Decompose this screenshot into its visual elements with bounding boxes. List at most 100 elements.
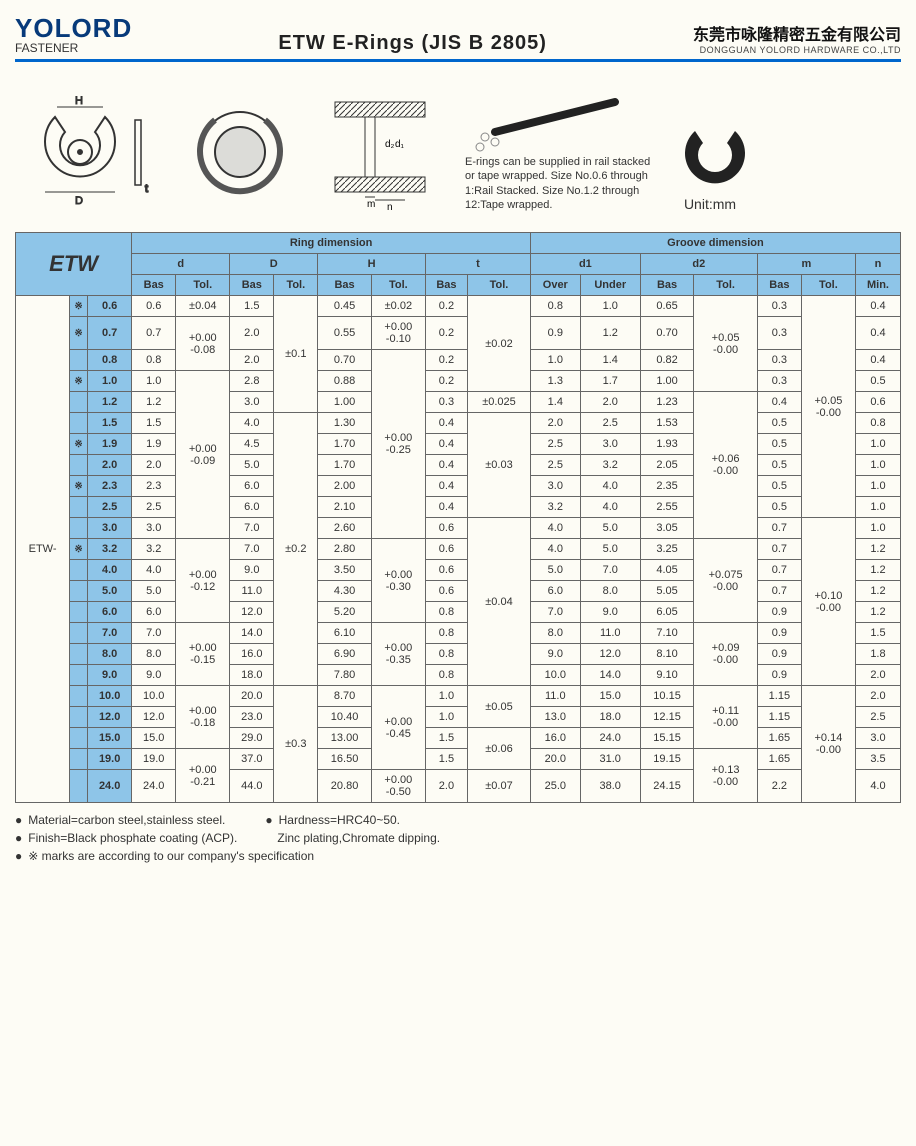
cell-D_bas: 37.0 xyxy=(230,749,274,770)
cell-d1_over: 1.4 xyxy=(530,392,580,413)
cell-d2_tol: +0.06 -0.00 xyxy=(694,392,758,539)
cell-d2_bas: 12.15 xyxy=(640,707,694,728)
cell-t_bas: 1.0 xyxy=(425,707,467,728)
cell-d1_over: 6.0 xyxy=(530,581,580,602)
cell-d_bas: 19.0 xyxy=(132,749,176,770)
col-t: t xyxy=(425,254,530,275)
cell-d1_under: 1.0 xyxy=(580,296,640,317)
cell-D_bas: 7.0 xyxy=(230,539,274,560)
cell-d1_under: 2.5 xyxy=(580,413,640,434)
cell-H_bas: 1.70 xyxy=(318,455,372,476)
cell-d_bas: 0.7 xyxy=(132,317,176,350)
cell-d_tol: +0.00 -0.12 xyxy=(176,539,230,623)
mark-cell: ※ xyxy=(70,434,88,455)
svg-text:H: H xyxy=(75,95,83,107)
table-row: 15.015.029.013.001.5±0.0616.024.015.151.… xyxy=(16,728,901,749)
col-n: n xyxy=(855,254,900,275)
cell-d2_bas: 1.23 xyxy=(640,392,694,413)
size-cell: 1.5 xyxy=(88,413,132,434)
cell-d_bas: 2.3 xyxy=(132,476,176,497)
cell-t_tol: ±0.025 xyxy=(468,392,531,413)
cell-d1_under: 8.0 xyxy=(580,581,640,602)
cell-d1_under: 38.0 xyxy=(580,770,640,803)
size-cell: 0.8 xyxy=(88,350,132,371)
cell-H_tol: +0.00 -0.45 xyxy=(371,686,425,770)
sub-under: Under xyxy=(580,275,640,296)
cell-d_bas: 1.2 xyxy=(132,392,176,413)
cell-H_bas: 1.00 xyxy=(318,392,372,413)
mark-cell xyxy=(70,413,88,434)
size-cell: 0.7 xyxy=(88,317,132,350)
cell-m_bas: 0.9 xyxy=(757,623,801,644)
cell-d2_bas: 0.82 xyxy=(640,350,694,371)
cell-t_bas: 2.0 xyxy=(425,770,467,803)
svg-text:D: D xyxy=(75,195,83,207)
cell-H_bas: 0.55 xyxy=(318,317,372,350)
cell-H_bas: 2.00 xyxy=(318,476,372,497)
table-row: 2.02.05.01.700.42.53.22.050.51.0 xyxy=(16,455,901,476)
cell-d_bas: 10.0 xyxy=(132,686,176,707)
table-row: 1.51.54.0±0.21.300.4±0.032.02.51.530.50.… xyxy=(16,413,901,434)
cell-d1_over: 8.0 xyxy=(530,623,580,644)
diagram-ering-front: H D t xyxy=(25,92,165,212)
cell-n_min: 3.5 xyxy=(855,749,900,770)
sub-bas: Bas xyxy=(757,275,801,296)
cell-H_bas: 13.00 xyxy=(318,728,372,749)
mark-cell xyxy=(70,518,88,539)
cell-d1_over: 2.5 xyxy=(530,434,580,455)
cell-d_tol: +0.00 -0.09 xyxy=(176,371,230,539)
cell-d2_bas: 2.35 xyxy=(640,476,694,497)
table-row: 4.04.09.03.500.65.07.04.050.71.2 xyxy=(16,560,901,581)
mark-cell: ※ xyxy=(70,371,88,392)
col-D: D xyxy=(230,254,318,275)
table-row: 8.08.016.06.900.89.012.08.100.91.8 xyxy=(16,644,901,665)
cell-d2_bas: 2.05 xyxy=(640,455,694,476)
cell-d2_bas: 6.05 xyxy=(640,602,694,623)
cell-n_min: 2.0 xyxy=(855,686,900,707)
sub-bas: Bas xyxy=(640,275,694,296)
logo-text: YOLORD xyxy=(15,15,132,41)
cell-t_tol: ±0.02 xyxy=(468,296,531,392)
cell-t_tol: ±0.06 xyxy=(468,728,531,770)
cell-d2_tol: +0.09 -0.00 xyxy=(694,623,758,686)
cell-d_bas: 9.0 xyxy=(132,665,176,686)
cell-d2_tol: +0.11 -0.00 xyxy=(694,686,758,749)
mark-cell xyxy=(70,497,88,518)
company-en: DONGGUAN YOLORD HARDWARE CO.,LTD xyxy=(693,45,901,55)
cell-D_bas: 1.5 xyxy=(230,296,274,317)
size-cell: 19.0 xyxy=(88,749,132,770)
size-cell: 2.3 xyxy=(88,476,132,497)
cell-d2_bas: 8.10 xyxy=(640,644,694,665)
cell-d_tol: +0.00 -0.18 xyxy=(176,686,230,749)
cell-n_min: 1.2 xyxy=(855,602,900,623)
prefix-cell: ETW- xyxy=(16,296,70,803)
cell-d1_under: 18.0 xyxy=(580,707,640,728)
cell-d_bas: 4.0 xyxy=(132,560,176,581)
cell-d_tol: +0.00 -0.21 xyxy=(176,749,230,803)
svg-text:d₁: d₁ xyxy=(395,139,405,150)
table-row: ※2.32.36.02.000.43.04.02.350.51.0 xyxy=(16,476,901,497)
size-cell: 3.0 xyxy=(88,518,132,539)
product-photo-icon xyxy=(465,92,645,152)
cell-d_bas: 1.0 xyxy=(132,371,176,392)
cell-H_tol: +0.00 -0.35 xyxy=(371,623,425,686)
mark-cell xyxy=(70,350,88,371)
mark-cell xyxy=(70,749,88,770)
spec-table-head: ETW Ring dimension Groove dimension d D … xyxy=(16,233,901,296)
cell-d1_under: 5.0 xyxy=(580,539,640,560)
col-m: m xyxy=(757,254,855,275)
cell-H_tol: +0.00 -0.25 xyxy=(371,350,425,539)
cell-t_bas: 0.6 xyxy=(425,581,467,602)
cell-D_bas: 20.0 xyxy=(230,686,274,707)
cell-d1_under: 2.0 xyxy=(580,392,640,413)
cell-d_tol: ±0.04 xyxy=(176,296,230,317)
cell-H_tol: +0.00 -0.50 xyxy=(371,770,425,803)
cell-d1_under: 15.0 xyxy=(580,686,640,707)
mark-cell: ※ xyxy=(70,317,88,350)
cell-d1_under: 9.0 xyxy=(580,602,640,623)
cell-t_bas: 1.5 xyxy=(425,728,467,749)
mark-cell xyxy=(70,644,88,665)
mark-cell xyxy=(70,665,88,686)
company-block: 东莞市咏隆精密五金有限公司 DONGGUAN YOLORD HARDWARE C… xyxy=(693,21,901,55)
mark-cell xyxy=(70,728,88,749)
